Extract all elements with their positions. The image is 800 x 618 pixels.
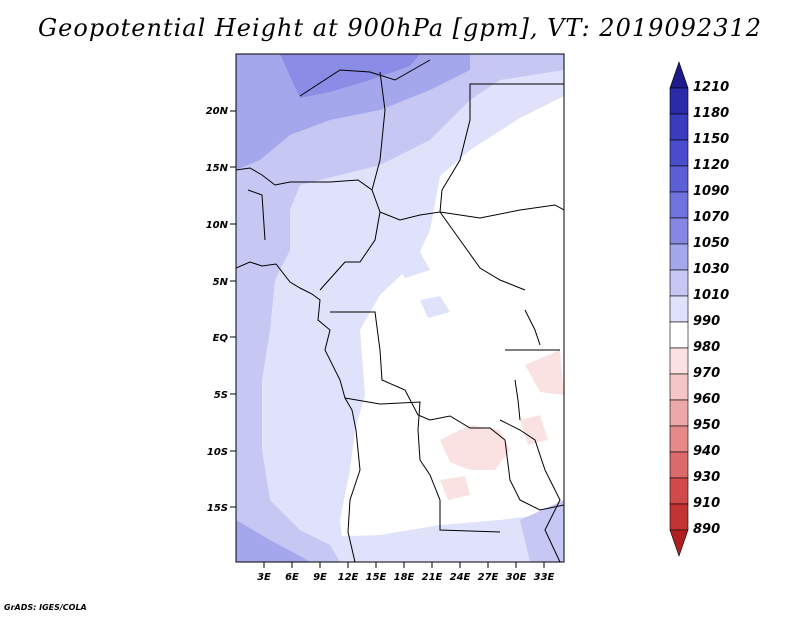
colorbar-swatch [669, 321, 689, 349]
colorbar-level-label: 1010 [693, 288, 730, 303]
colorbar-swatch [669, 347, 689, 375]
lat-label: 10N [206, 220, 229, 231]
lat-label: EQ [213, 333, 229, 344]
colorbar-swatch [669, 529, 689, 557]
lat-axis: 20N 15N 10N 5N EQ 5S 10S 15S [206, 106, 236, 514]
colorbar-swatch [669, 373, 689, 401]
colorbar-swatch [669, 451, 689, 479]
lat-label: 20N [206, 106, 229, 117]
colorbar-level-label: 910 [693, 496, 721, 511]
lon-label: 9E [313, 572, 327, 583]
colorbar-level-label: 1120 [693, 158, 730, 173]
colorbar-level-label: 970 [693, 366, 721, 381]
colorbar-swatch [669, 139, 689, 167]
colorbar-swatch [669, 61, 689, 89]
colorbar-level-label: 960 [693, 392, 721, 407]
colorbar-swatch [669, 191, 689, 219]
colorbar-level-label: 990 [693, 314, 721, 329]
colorbar-swatch [669, 269, 689, 297]
map-frame [235, 53, 565, 563]
colorbar-level-label: 940 [693, 444, 721, 459]
colorbar-level-label: 1150 [693, 132, 730, 147]
lon-label: 18E [394, 572, 415, 583]
lon-label: 12E [338, 572, 359, 583]
lon-axis: 3E 6E 9E 12E 15E 18E 21E 24E 27E 30E 33E [257, 562, 555, 583]
colorbar-level-label: 1180 [693, 106, 730, 121]
lon-label: 15E [366, 572, 387, 583]
lat-label: 15N [206, 163, 229, 174]
lon-label: 27E [478, 572, 499, 583]
footer-credit: GrADS: IGES/COLA [4, 603, 87, 612]
colorbar-level-label: 890 [693, 522, 721, 537]
colorbar [669, 61, 689, 557]
colorbar-level-label: 950 [693, 418, 721, 433]
colorbar-swatch [669, 425, 689, 453]
colorbar-swatch [669, 295, 689, 323]
colorbar-swatch [669, 503, 689, 531]
lat-label: 10S [207, 447, 228, 458]
lon-label: 33E [534, 572, 555, 583]
lon-label: 30E [506, 572, 527, 583]
colorbar-level-label: 1030 [693, 262, 730, 277]
colorbar-level-label: 1210 [693, 80, 730, 95]
height-field [236, 54, 564, 562]
colorbar-swatch [669, 113, 689, 141]
lon-label: 24E [450, 572, 471, 583]
lat-label: 5N [213, 277, 229, 288]
colorbar-level-label: 1050 [693, 236, 730, 251]
lon-label: 3E [257, 572, 271, 583]
colorbar-swatch [669, 165, 689, 193]
lat-label: 5S [214, 390, 228, 401]
colorbar-level-label: 1090 [693, 184, 730, 199]
colorbar-swatch [669, 243, 689, 271]
colorbar-swatch [669, 217, 689, 245]
borders [236, 59, 564, 562]
colorbar-level-label: 930 [693, 470, 721, 485]
colorbar-swatch [669, 399, 689, 427]
colorbar-swatch [669, 87, 689, 115]
lon-label: 6E [285, 572, 299, 583]
colorbar-swatch [669, 477, 689, 505]
lon-label: 21E [422, 572, 443, 583]
colorbar-level-label: 1070 [693, 210, 730, 225]
colorbar-level-label: 980 [693, 340, 721, 355]
plot-title: Geopotential Height at 900hPa [gpm], VT:… [38, 14, 762, 42]
lat-label: 15S [207, 503, 228, 514]
